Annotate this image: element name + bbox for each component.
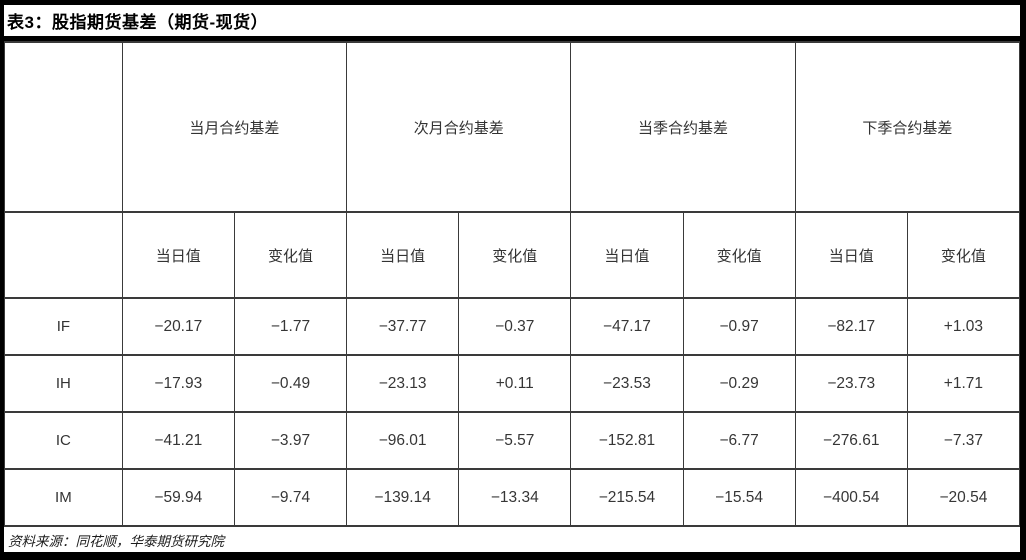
table-cell: −215.54 (570, 468, 684, 527)
group-header-current-quarter: 当季合约基差 (570, 41, 796, 213)
table-cell: −7.37 (906, 411, 1021, 470)
futures-basis-table: 当月合约基差 次月合约基差 当季合约基差 下季合约基差 当日值 变化值 当日值 … (4, 41, 1021, 527)
table-row-IH: IH −17.93 −0.49 −23.13 +0.11 −23.53 −0.2… (4, 354, 1021, 413)
table-cell: +1.71 (906, 354, 1021, 413)
table-cell: −1.77 (233, 297, 348, 356)
table-cell: −20.54 (906, 468, 1021, 527)
source-note: 资料来源：同花顺，华泰期货研究院 (8, 533, 224, 549)
table-cell: −17.93 (121, 354, 235, 413)
sub-header-row: 当日值 变化值 当日值 变化值 当日值 变化值 当日值 变化值 (4, 211, 1021, 299)
table-cell: −5.57 (458, 411, 572, 470)
sub-header-day-value: 当日值 (794, 211, 908, 299)
source-bar: 资料来源：同花顺，华泰期货研究院 (4, 527, 1020, 552)
corner-cell (4, 41, 123, 213)
sub-header-day-value: 当日值 (121, 211, 235, 299)
table-cell: −23.53 (570, 354, 684, 413)
title-divider (4, 36, 1020, 41)
table-cell: −96.01 (346, 411, 460, 470)
sub-header-change-value: 变化值 (906, 211, 1021, 299)
table-cell: −6.77 (682, 411, 796, 470)
table-cell: −139.14 (346, 468, 460, 527)
table-cell: −47.17 (570, 297, 684, 356)
table-cell: −9.74 (233, 468, 348, 527)
table-title: 表3：股指期货基差（期货-现货） (7, 13, 269, 32)
table-cell: −152.81 (570, 411, 684, 470)
row-label: IC (4, 411, 123, 470)
corner-cell (4, 211, 123, 299)
table-cell: −37.77 (346, 297, 460, 356)
table-cell: −400.54 (794, 468, 908, 527)
table-cell: −0.49 (233, 354, 348, 413)
table-cell: −20.17 (121, 297, 235, 356)
sub-header-change-value: 变化值 (233, 211, 348, 299)
sub-header-change-value: 变化值 (682, 211, 796, 299)
table-cell: −59.94 (121, 468, 235, 527)
table-title-bar: 表3：股指期货基差（期货-现货） (4, 5, 1020, 36)
group-header-row: 当月合约基差 次月合约基差 当季合约基差 下季合约基差 (4, 41, 1021, 213)
table-cell: +1.03 (906, 297, 1021, 356)
sub-header-day-value: 当日值 (346, 211, 460, 299)
group-header-next-month: 次月合约基差 (346, 41, 572, 213)
table-cell: −0.97 (682, 297, 796, 356)
table-cell: −23.73 (794, 354, 908, 413)
table-cell: −3.97 (233, 411, 348, 470)
table-cell: −0.29 (682, 354, 796, 413)
table-row-IC: IC −41.21 −3.97 −96.01 −5.57 −152.81 −6.… (4, 411, 1021, 470)
row-label: IM (4, 468, 123, 527)
table-cell: −15.54 (682, 468, 796, 527)
table-cell: −13.34 (458, 468, 572, 527)
group-header-current-month: 当月合约基差 (121, 41, 348, 213)
table-row-IF: IF −20.17 −1.77 −37.77 −0.37 −47.17 −0.9… (4, 297, 1021, 356)
table-cell: −0.37 (458, 297, 572, 356)
table-cell: +0.11 (458, 354, 572, 413)
group-header-next-quarter: 下季合约基差 (794, 41, 1021, 213)
table-cell: −276.61 (794, 411, 908, 470)
table-cell: −82.17 (794, 297, 908, 356)
sub-header-day-value: 当日值 (570, 211, 684, 299)
table-row-IM: IM −59.94 −9.74 −139.14 −13.34 −215.54 −… (4, 468, 1021, 527)
table-cell: −23.13 (346, 354, 460, 413)
sub-header-change-value: 变化值 (458, 211, 572, 299)
row-label: IF (4, 297, 123, 356)
row-label: IH (4, 354, 123, 413)
table-cell: −41.21 (121, 411, 235, 470)
